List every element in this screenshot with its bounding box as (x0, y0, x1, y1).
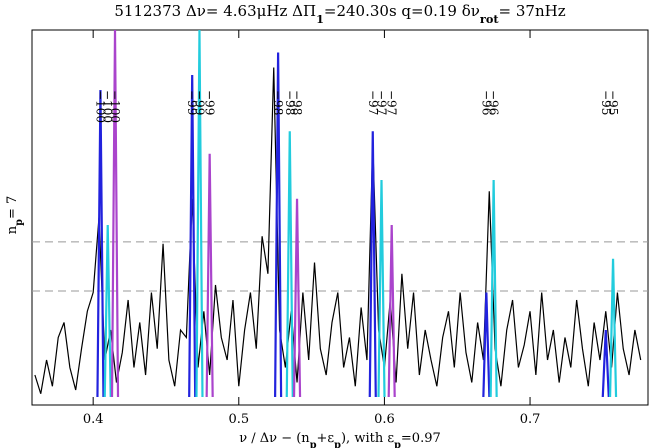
spike (482, 292, 491, 398)
spike (387, 224, 396, 398)
spike (103, 224, 112, 398)
ylabel-part: = 7 (5, 196, 20, 219)
spike (292, 198, 302, 398)
xlabel-part: ), with ε (341, 431, 394, 446)
spike (285, 131, 294, 398)
peak-label: −97 (375, 90, 389, 115)
y-axis-label: np= 7 (5, 196, 25, 235)
peak-label: −100 (101, 90, 115, 123)
spike (608, 258, 618, 398)
peak-label: −96 (487, 90, 501, 115)
spike (188, 74, 197, 398)
xlabel-part: p (394, 440, 401, 448)
xlabel-part: p (334, 440, 341, 448)
peak-label: −98 (283, 90, 297, 115)
spectrum-line (34, 67, 642, 394)
peak-label: −95 (599, 90, 613, 115)
spike (96, 89, 105, 398)
peak-label: −97 (366, 90, 380, 115)
x-tick-label: 0.5 (228, 412, 249, 427)
peak-label: −99 (192, 90, 206, 115)
peak-label: −99 (203, 90, 217, 115)
chart-title: 5112373 Δν= 4.63μHz ΔΠ1=240.30s q=0.19 δ… (114, 2, 565, 26)
xlabel-part: ν / Δν − (n (239, 431, 310, 446)
ylabel-part: p (14, 219, 25, 226)
title-part: 5112373 Δν= 4.63μHz ΔΠ (114, 2, 316, 20)
peak-label: −97 (385, 90, 399, 115)
peak-label: −98 (290, 90, 304, 115)
peak-label: −100 (108, 90, 122, 123)
spike (601, 329, 610, 398)
spike (205, 153, 214, 398)
peak-label: −99 (185, 90, 199, 115)
spike (274, 52, 283, 398)
spike (110, 29, 120, 398)
xlabel-part: p (310, 440, 317, 448)
x-axis-label: ν / Δν − (np+εp), with εp=0.97 (239, 431, 441, 448)
peak-label: −98 (271, 90, 285, 115)
title-part: 1 (316, 12, 324, 26)
xlabel-part: =0.97 (401, 431, 441, 446)
xlabel-part: +ε (317, 431, 335, 446)
title-part: rot (480, 12, 499, 26)
spike (377, 179, 386, 398)
plot-frame (31, 29, 649, 406)
ylabel-part: n (5, 225, 20, 234)
spike (489, 179, 498, 398)
x-tick-label: 0.4 (83, 412, 104, 427)
peak-label: −95 (606, 90, 620, 115)
title-part: =240.30s q=0.19 δν (324, 2, 480, 20)
title-part: = 37nHz (499, 2, 566, 20)
peak-label: −100 (93, 90, 107, 123)
spike (195, 29, 204, 398)
peak-label: −96 (479, 90, 493, 115)
spike (368, 131, 377, 398)
x-tick-label: 0.7 (520, 412, 541, 427)
x-tick-label: 0.6 (374, 412, 395, 427)
